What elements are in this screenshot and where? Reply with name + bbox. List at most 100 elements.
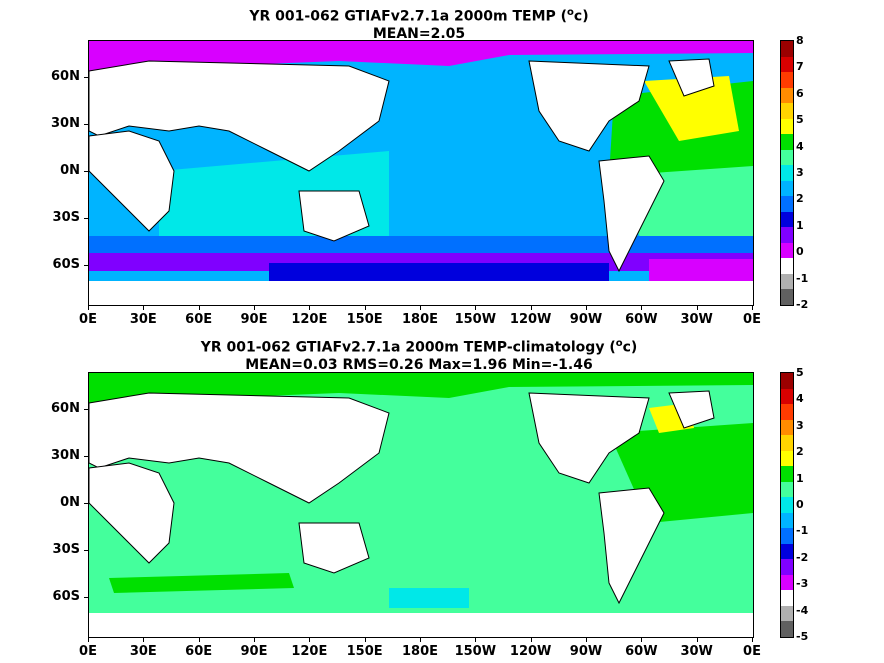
colorbar-tick-label: 8 (796, 34, 804, 47)
colorbar-swatch (781, 242, 793, 259)
lon-tick (309, 637, 311, 642)
colorbar-tick-label: -5 (796, 630, 809, 643)
lat-label: 0N (60, 495, 80, 510)
lat-tick (84, 503, 89, 504)
colorbar-swatch (781, 543, 793, 560)
lat-label: 30S (52, 542, 80, 557)
lon-label: 180E (401, 312, 439, 327)
colorbar-tick-label: 2 (796, 445, 804, 459)
colorbar-swatch (781, 180, 793, 197)
colorbar-tick-label: 5 (796, 113, 804, 127)
colorbar-swatch (781, 528, 793, 544)
colorbar-swatch (781, 56, 793, 73)
colorbar-tick-label: -2 (796, 298, 809, 311)
colorbar-swatch (781, 481, 793, 498)
lon-tick (696, 305, 698, 310)
colorbar-swatch (781, 227, 793, 243)
colorbar-swatch (781, 466, 793, 482)
lon-tick (530, 637, 532, 642)
lat-label: 30N (51, 116, 80, 131)
colorbar-swatch (781, 373, 793, 389)
lat-tick (84, 77, 89, 78)
colorbar-swatch (781, 103, 793, 119)
colorbar-swatch (781, 621, 793, 637)
colorbar-tick-label: 4 (796, 139, 804, 153)
lon-label: 0E (743, 644, 761, 659)
colorbar-tick-label: 1 (796, 471, 804, 485)
colorbar-tick-label: -2 (796, 550, 809, 564)
colorbar-swatch (781, 419, 793, 436)
lon-label: 120E (291, 644, 328, 659)
colorbar-swatch (781, 165, 793, 181)
colorbar-swatch (781, 497, 793, 513)
colorbar-swatch (781, 435, 793, 451)
map1-panel (88, 40, 754, 306)
colorbar-tick-label: 4 (796, 392, 804, 406)
lon-label: 0E (79, 644, 97, 659)
lon-tick (475, 305, 477, 310)
lon-label: 90E (240, 312, 268, 327)
map2-stats: MEAN=0.03 RMS=0.26 Max=1.96 Min=-1.46 (245, 356, 593, 373)
lat-label: 60N (51, 69, 80, 84)
colorbar-tick-label: -3 (796, 577, 809, 591)
colorbar-swatch (781, 273, 793, 290)
lat-label: 60S (52, 257, 80, 272)
lon-label: 60E (185, 644, 213, 659)
map1-title: YR 001-062 GTIAFv2.7.1a 2000m TEMP (oc) … (249, 7, 589, 42)
lon-label: 120E (291, 312, 328, 327)
colorbar-swatch (781, 72, 793, 88)
lon-tick (530, 305, 532, 310)
lon-label: 30E (129, 644, 157, 659)
colorbar-swatch (781, 605, 793, 622)
lon-tick (143, 637, 145, 642)
colorbar-swatch (781, 289, 793, 305)
lon-label: 120W (509, 312, 552, 327)
lon-tick (752, 637, 753, 642)
lon-label: 120W (509, 644, 552, 659)
lon-tick (475, 637, 477, 642)
colorbar-swatch (781, 388, 793, 405)
lon-tick (364, 305, 366, 310)
lat-label: 30S (52, 210, 80, 225)
lon-tick (420, 305, 421, 310)
colorbar-tick-label: -1 (796, 271, 809, 285)
lon-tick (696, 637, 698, 642)
lon-label: 0E (743, 312, 761, 327)
lon-tick (641, 305, 643, 310)
lon-tick (143, 305, 145, 310)
lon-label: 30E (129, 312, 157, 327)
colorbar-tick-label: 5 (796, 366, 804, 379)
map2-field (89, 373, 753, 637)
lon-label: 30W (680, 312, 713, 327)
map2-title: YR 001-062 GTIAFv2.7.1a 2000m TEMP-clima… (200, 338, 638, 373)
colorbar-swatch (781, 450, 793, 467)
colorbar-tick-label: 0 (796, 498, 804, 511)
lat-label: 60S (52, 589, 80, 604)
lon-label: 0E (79, 312, 97, 327)
colorbar-swatch (781, 134, 793, 150)
lon-tick (88, 637, 89, 642)
colorbar-swatch (781, 118, 793, 135)
lon-tick (88, 305, 89, 310)
map2-colorbar (780, 372, 794, 638)
lat-label: 0N (60, 163, 80, 178)
map1-colorbar (780, 40, 794, 306)
lon-label: 90W (569, 312, 603, 327)
lon-tick (254, 305, 255, 310)
colorbar-swatch (781, 590, 793, 606)
lat-tick (84, 124, 89, 125)
colorbar-swatch (781, 87, 793, 104)
colorbar-tick-label: 2 (796, 192, 804, 206)
lon-label: 150E (346, 312, 383, 327)
colorbar-swatch (781, 211, 793, 228)
lon-label: 150W (454, 312, 497, 327)
lon-tick (586, 637, 587, 642)
lon-label: 90W (569, 644, 603, 659)
colorbar-swatch (781, 574, 793, 591)
lat-label: 60N (51, 401, 80, 416)
lon-label: 30W (680, 644, 713, 659)
lat-tick (84, 456, 89, 457)
lon-tick (752, 305, 753, 310)
lat-tick (84, 171, 89, 172)
lon-tick (309, 305, 311, 310)
